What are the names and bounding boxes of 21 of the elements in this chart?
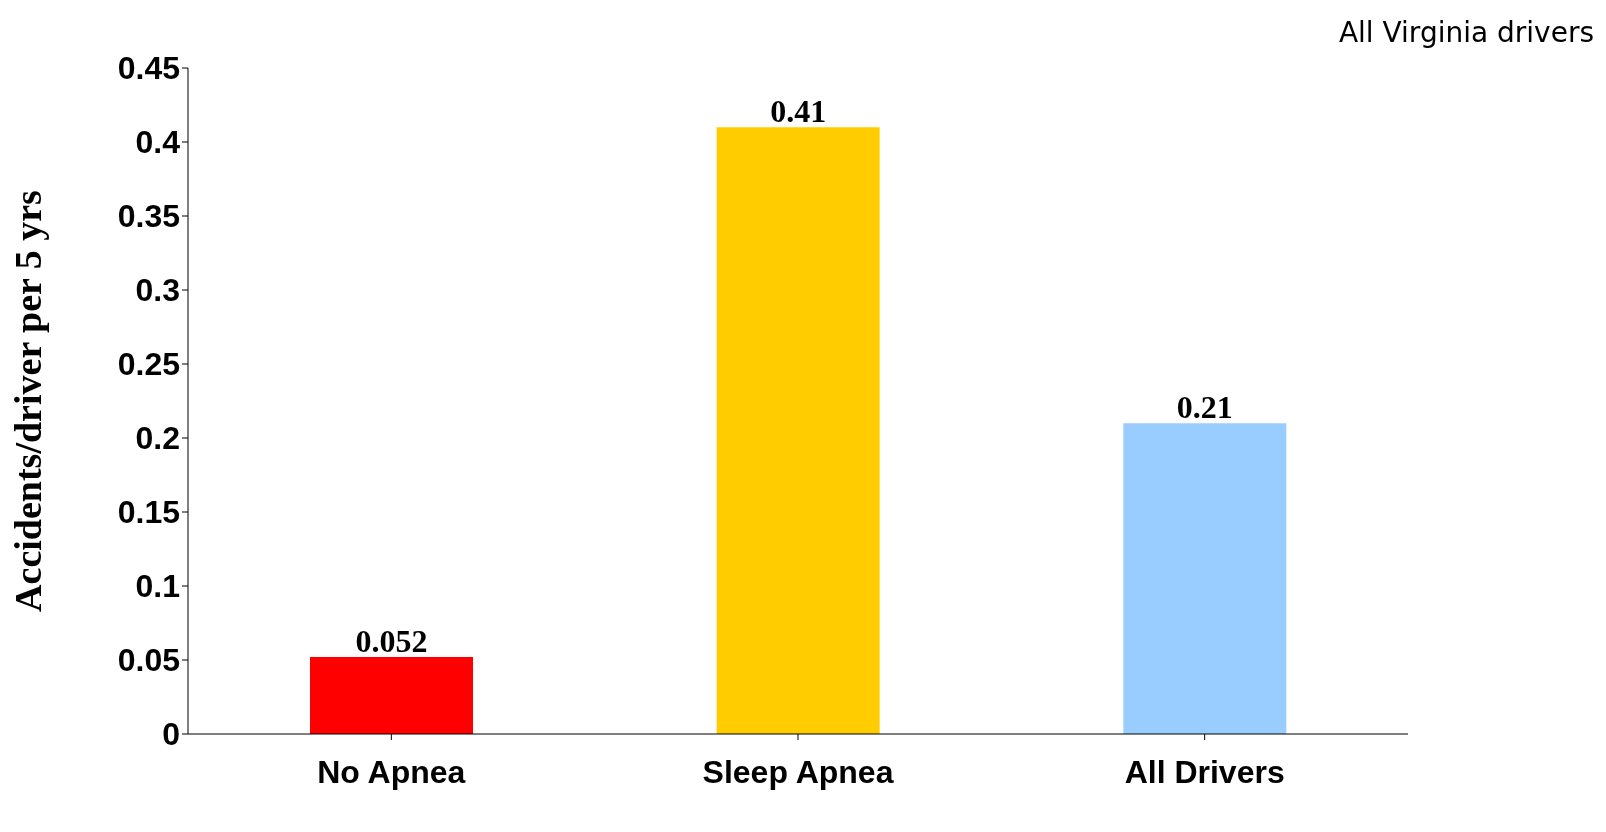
bar bbox=[310, 657, 473, 734]
data-label: 0.21 bbox=[1176, 389, 1233, 426]
bar bbox=[716, 127, 880, 734]
x-tick-label: No Apnea bbox=[317, 753, 466, 790]
y-tick-label: 0.3 bbox=[135, 272, 180, 309]
y-tick-label: 0.15 bbox=[117, 494, 180, 531]
x-tick-label: Sleep Apnea bbox=[702, 753, 894, 790]
y-tick-label: 0.1 bbox=[135, 568, 180, 605]
data-label: 0.052 bbox=[355, 623, 428, 660]
y-tick-label: 0.25 bbox=[117, 346, 180, 383]
data-label: 0.41 bbox=[770, 93, 827, 130]
y-tick-label: 0 bbox=[162, 716, 180, 753]
y-tick-label: 0.2 bbox=[135, 420, 180, 457]
y-tick-label: 0.4 bbox=[135, 124, 181, 161]
bar bbox=[1123, 423, 1287, 734]
x-tick-label: All Drivers bbox=[1124, 753, 1285, 790]
y-tick-label: 0.05 bbox=[117, 642, 180, 679]
y-tick-label: 0.45 bbox=[117, 50, 180, 87]
y-axis-title: Accidents/driver per 5 yrs bbox=[7, 190, 50, 612]
y-tick-label: 0.35 bbox=[117, 198, 180, 235]
text: All Virginia drivers bbox=[1338, 16, 1594, 49]
